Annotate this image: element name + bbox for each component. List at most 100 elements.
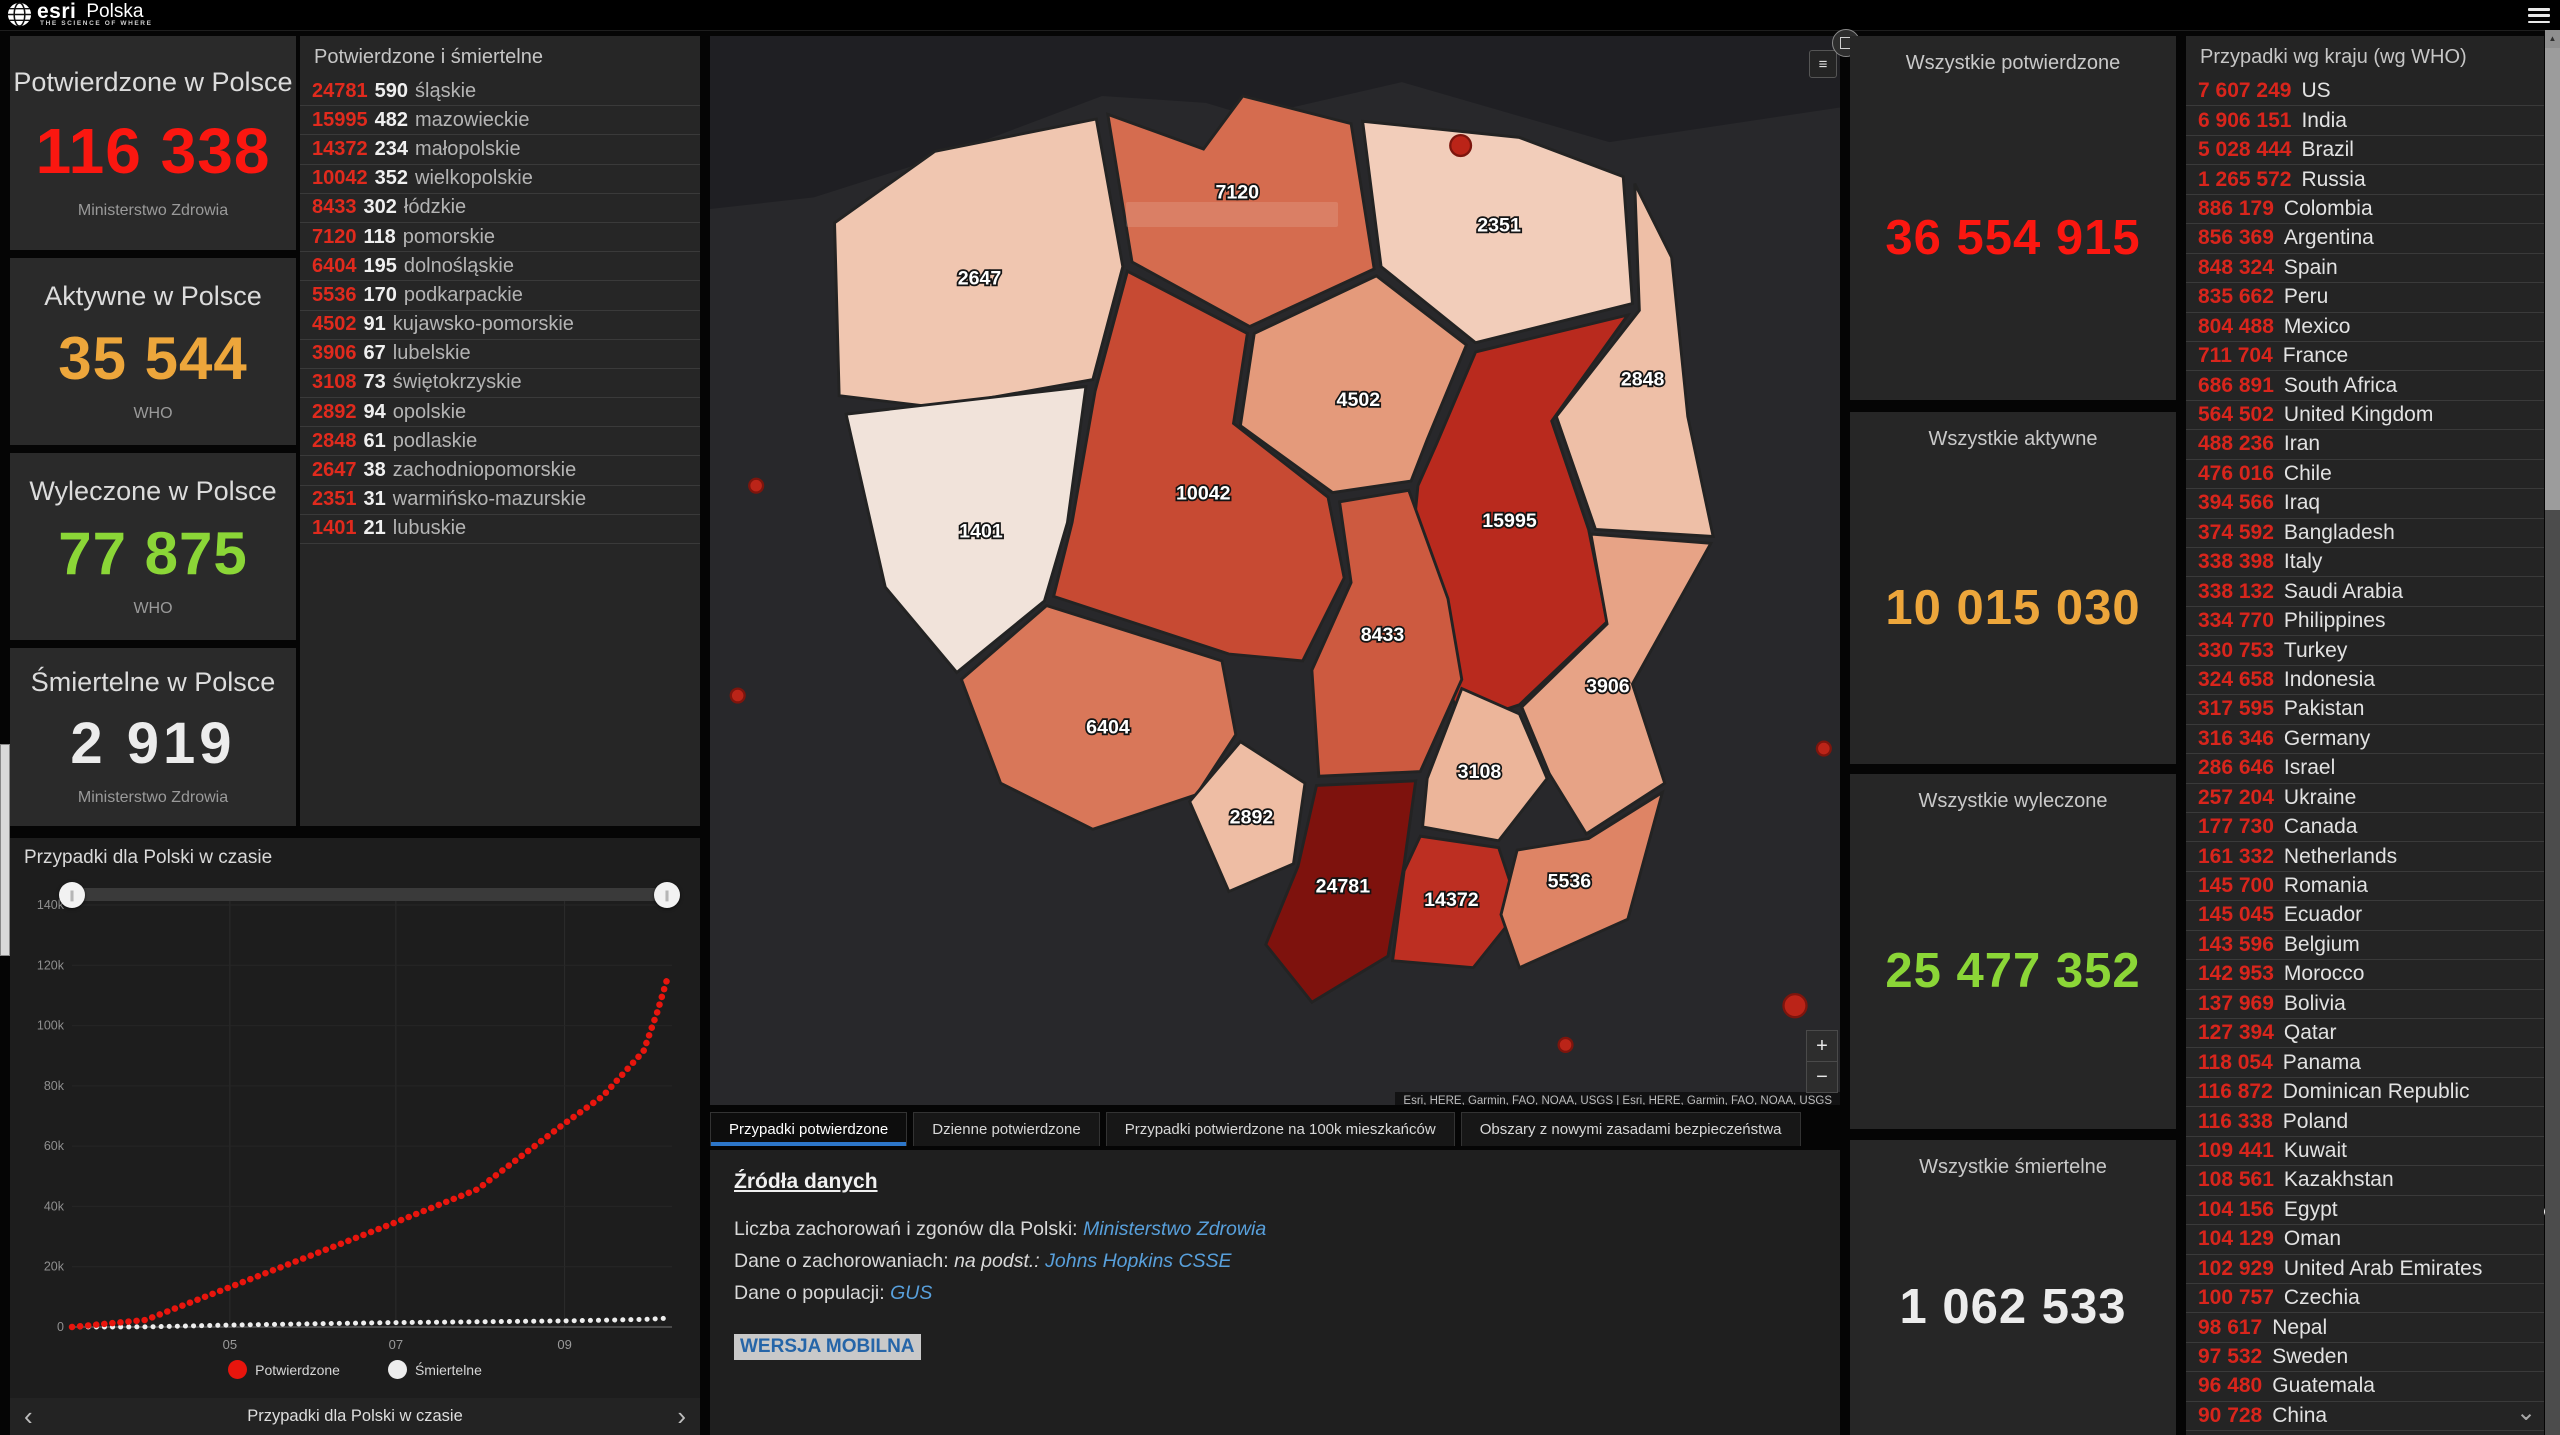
country-row[interactable]: 257 204 Ukraine [2186, 784, 2544, 813]
country-row[interactable]: 711 704 France [2186, 342, 2544, 372]
country-row[interactable]: 564 502 United Kingdom [2186, 401, 2544, 431]
country-row[interactable]: 374 592 Bangladesh [2186, 519, 2544, 548]
country-row[interactable]: 488 236 Iran [2186, 430, 2544, 460]
country-row[interactable]: 145 045 Ecuador [2186, 901, 2544, 931]
country-row[interactable]: 804 488 Mexico [2186, 313, 2544, 342]
country-row[interactable]: 686 891 South Africa [2186, 371, 2544, 401]
voivodeship-row[interactable]: 1401 21 lubuskie [300, 515, 700, 544]
map-region-świętokrzyskie[interactable] [1421, 686, 1549, 843]
voivodeship-row[interactable]: 2351 31 warmińsko-mazurskie [300, 486, 700, 515]
country-row[interactable]: 109 441 Kuwait [2186, 1137, 2544, 1167]
zoom-in-button[interactable]: + [1806, 1030, 1838, 1062]
country-row[interactable]: 476 016 Chile [2186, 460, 2544, 490]
map-region-kujawsko-pomorskie[interactable] [1238, 274, 1469, 495]
mobile-version-link[interactable]: WERSJA MOBILNA [734, 1334, 921, 1360]
voivodeship-row[interactable]: 2892 94 opolskie [300, 398, 700, 428]
voivodeship-row[interactable]: 5536 170 podkarpackie [300, 281, 700, 311]
voivodeship-row[interactable]: 3906 67 lubelskie [300, 340, 700, 369]
country-row[interactable]: 88 026 Japan [2186, 1431, 2544, 1435]
case-marker-icon[interactable] [1449, 134, 1473, 158]
case-marker-icon[interactable] [1815, 740, 1832, 757]
legend-item[interactable]: Śmiertelne [387, 1360, 482, 1379]
pager-prev-icon[interactable]: ‹ [24, 1401, 33, 1431]
legend-item[interactable]: Potwierdzone [228, 1360, 340, 1379]
country-row[interactable]: 324 658 Indonesia [2186, 666, 2544, 696]
country-row[interactable]: 100 757 Czechia [2186, 1284, 2544, 1314]
esri-logo[interactable]: esri Polska [6, 1, 143, 28]
map-region-lubelskie[interactable] [1520, 532, 1714, 836]
country-row[interactable]: 98 617 Nepal [2186, 1313, 2544, 1343]
map-tab-1[interactable]: Przypadki potwierdzone [710, 1112, 908, 1146]
country-row[interactable]: 848 324 Spain [2186, 254, 2544, 284]
country-row[interactable]: 317 595 Pakistan [2186, 695, 2544, 725]
case-marker-icon[interactable] [1557, 1036, 1574, 1053]
country-row[interactable]: 338 398 Italy [2186, 548, 2544, 578]
map-region-podlaskie[interactable] [1554, 182, 1715, 538]
map-region-dolnośląskie[interactable] [959, 603, 1238, 831]
map-region-warmińsko-mazurskie[interactable] [1360, 119, 1634, 345]
map-region-lubuskie[interactable] [844, 384, 1088, 675]
country-row[interactable]: 118 054 Panama [2186, 1048, 2544, 1078]
case-marker-icon[interactable] [1782, 992, 1808, 1019]
poland-choropleth-map[interactable]: 2647 7120 2351 2848 4502 15995 1401 10042 8433 64… [710, 36, 1840, 1091]
voivodeship-row[interactable]: 6404 195 dolnośląskie [300, 252, 700, 282]
gus-link[interactable]: GUS [890, 1282, 933, 1304]
map-tab-4[interactable]: Obszary z nowymi zasadami bezpieczeństwa [1460, 1112, 1801, 1146]
time-slider-track[interactable] [68, 888, 668, 901]
johns-hopkins-link[interactable]: Johns Hopkins CSSE [1045, 1250, 1232, 1272]
country-row[interactable]: 286 646 Israel [2186, 754, 2544, 784]
country-row[interactable]: 102 929 United Arab Emirates [2186, 1255, 2544, 1284]
country-row[interactable]: 334 770 Philippines [2186, 607, 2544, 637]
country-row[interactable]: 104 129 Oman [2186, 1225, 2544, 1255]
zoom-out-button[interactable]: − [1806, 1061, 1838, 1093]
scroll-down-indicator[interactable]: ⌄ [2516, 1399, 2537, 1426]
country-row[interactable]: 177 730 Canada [2186, 813, 2544, 843]
scrollbar-up-icon[interactable]: ▲ [2545, 30, 2560, 48]
menu-icon[interactable] [2528, 8, 2550, 23]
country-row[interactable]: 886 179 Colombia [2186, 195, 2544, 225]
country-row[interactable]: 142 953 Morocco [2186, 960, 2544, 990]
country-row[interactable]: 835 662 Peru [2186, 283, 2544, 313]
country-row[interactable]: 7 607 249 US [2186, 77, 2544, 107]
map-tab-2[interactable]: Dzienne potwierdzone [913, 1112, 1100, 1146]
country-row[interactable]: 856 369 Argentina [2186, 224, 2544, 254]
country-row[interactable]: 137 969 Bolivia [2186, 990, 2544, 1019]
country-row[interactable]: 5 028 444 Brazil [2186, 136, 2544, 166]
time-slider-handle-right[interactable]: ∥ [654, 882, 680, 908]
country-row[interactable]: 161 332 Netherlands [2186, 842, 2544, 872]
scrollbar-thumb[interactable] [2545, 48, 2560, 510]
country-row[interactable]: 116 872 Dominican Republic [2186, 1078, 2544, 1108]
country-row[interactable]: 394 566 Iraq [2186, 489, 2544, 519]
country-row[interactable]: 6 906 151 India [2186, 106, 2544, 136]
map-region-mazowieckie[interactable] [1404, 312, 1632, 725]
voivodeship-row[interactable]: 10042 352 wielkopolskie [300, 165, 700, 194]
country-row[interactable]: 90 728 China [2186, 1402, 2544, 1432]
map-tab-3[interactable]: Przypadki potwierdzone na 100k mieszkańc… [1105, 1112, 1455, 1146]
country-row[interactable]: 116 338 Poland [2186, 1107, 2544, 1137]
map-region-pomorskie[interactable] [1105, 94, 1376, 329]
time-slider-handle-left[interactable]: ∥ [59, 882, 85, 908]
country-row[interactable]: 143 596 Belgium [2186, 931, 2544, 961]
country-row[interactable]: 96 480 Guatemala [2186, 1372, 2544, 1402]
map-region-łódzkie[interactable] [1310, 488, 1464, 778]
country-row[interactable]: 330 753 Turkey [2186, 636, 2544, 666]
voivodeship-row[interactable]: 15995 482 mazowieckie [300, 106, 700, 136]
country-row[interactable]: 316 346 Germany [2186, 725, 2544, 755]
country-row[interactable]: 338 132 Saudi Arabia [2186, 577, 2544, 607]
map-region-opolskie[interactable] [1187, 739, 1307, 894]
voivodeship-row[interactable]: 7120 118 pomorskie [300, 223, 700, 253]
map-region-śląskie[interactable] [1264, 779, 1418, 1005]
country-row[interactable]: 127 394 Qatar [2186, 1019, 2544, 1049]
voivodeship-row[interactable]: 14372 234 małopolskie [300, 135, 700, 165]
case-marker-icon[interactable] [748, 477, 765, 494]
country-row[interactable]: 108 561 Kazakhstan [2186, 1166, 2544, 1196]
country-row[interactable]: 145 700 Romania [2186, 872, 2544, 902]
country-row[interactable]: 97 532 Sweden [2186, 1343, 2544, 1373]
case-marker-icon[interactable] [729, 687, 746, 704]
country-row[interactable]: 1 265 572 Russia [2186, 165, 2544, 195]
voivodeship-row[interactable]: 2647 38 zachodniopomorskie [300, 456, 700, 486]
country-row[interactable]: 104 156 Egypt [2186, 1196, 2544, 1226]
map-region-podkarpackie[interactable] [1499, 789, 1665, 970]
voivodeship-row[interactable]: 3108 73 świętokrzyskie [300, 369, 700, 399]
layer-list-icon[interactable]: ≡ [1809, 50, 1837, 78]
